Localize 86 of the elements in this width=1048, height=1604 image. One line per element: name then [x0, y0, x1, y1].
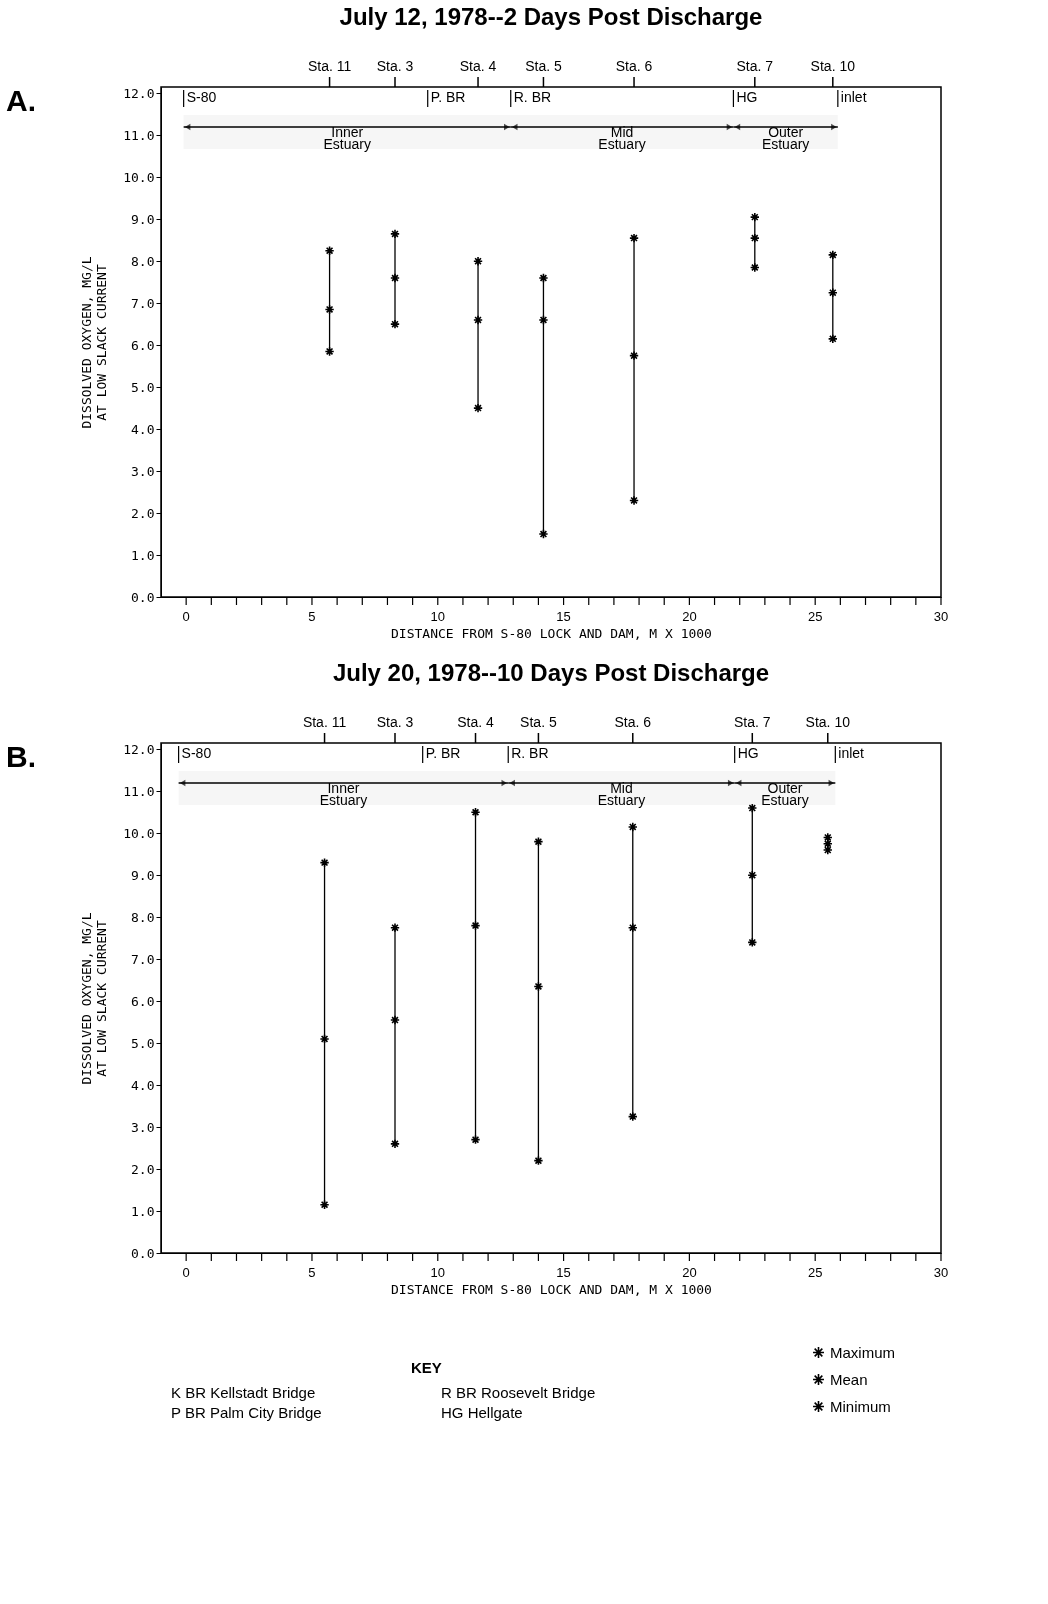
- y-tick-label: 4.0: [131, 421, 155, 437]
- ref-line-label: R. BR: [511, 745, 549, 761]
- y-tick-label: 7.0: [131, 295, 155, 311]
- x-tick-label: 30: [933, 609, 949, 624]
- text: A.: [6, 84, 36, 117]
- text: Sta. 4: [459, 58, 497, 74]
- y-tick-label: 1.0: [131, 1203, 155, 1219]
- text: HG Hellgate: [441, 1404, 523, 1421]
- y-tick-label: 0.0: [131, 1245, 155, 1261]
- x-axis-title: DISTANCE FROM S-80 LOCK AND DAM, M X 1000: [391, 1281, 712, 1297]
- y-tick-label: 8.0: [131, 909, 155, 925]
- chart-title: July 12, 1978--2 Days Post Discharge: [339, 3, 763, 30]
- band-label: Inner Estuary: [319, 780, 368, 808]
- ref-line-label: HG: [736, 89, 758, 105]
- y-tick-label: 9.0: [131, 867, 155, 883]
- x-tick-label: 10: [430, 1265, 446, 1280]
- y-tick-label: 7.0: [131, 951, 155, 967]
- x-tick-label: 5: [308, 1265, 316, 1280]
- x-tick-label: 15: [556, 609, 571, 624]
- text: K BR Kellstadt Bridge: [171, 1384, 316, 1401]
- x-tick-label: 20: [682, 609, 697, 624]
- ref-line-label: HG: [737, 745, 759, 761]
- x-tick-label: 10: [430, 609, 446, 624]
- y-axis-title: DISSOLVED OXYGEN, MG/L AT LOW SLACK CURRENT: [79, 256, 110, 429]
- text: Sta. 7: [733, 714, 771, 730]
- text: P BR Palm City Bridge: [171, 1404, 322, 1421]
- x-tick-label: 25: [807, 609, 823, 624]
- text: B.: [6, 740, 36, 773]
- y-tick-label: 1.0: [131, 547, 155, 563]
- x-tick-label: 25: [807, 1265, 823, 1280]
- y-tick-label: 10.0: [123, 169, 155, 185]
- y-tick-label: 3.0: [131, 463, 155, 479]
- y-tick-label: 6.0: [131, 337, 155, 353]
- text: Maximum: [830, 1343, 896, 1361]
- y-tick-label: 9.0: [131, 211, 155, 227]
- text: Sta. 3: [376, 714, 414, 730]
- band-label: Outer Estuary: [761, 124, 810, 152]
- text: R BR Roosevelt Bridge: [441, 1384, 596, 1401]
- band-label: Mid Estuary: [598, 124, 646, 152]
- ref-line-label: R. BR: [513, 89, 552, 105]
- ref-line-label: P. BR: [430, 89, 466, 105]
- band-label: Mid Estuary: [597, 780, 646, 808]
- y-tick-label: 11.0: [123, 127, 155, 143]
- y-tick-label: 2.0: [131, 505, 155, 521]
- x-tick-label: 15: [556, 1265, 571, 1280]
- y-tick-label: 8.0: [131, 253, 155, 269]
- text: Sta. 5: [520, 714, 557, 730]
- text: KEY: [411, 1359, 442, 1376]
- text: Sta. 6: [615, 58, 653, 74]
- y-tick-label: 10.0: [123, 825, 155, 841]
- band-label: Inner Estuary: [323, 124, 371, 152]
- y-tick-label: 4.0: [131, 1077, 155, 1093]
- x-tick-label: 0: [182, 1265, 190, 1280]
- text: Sta. 7: [736, 58, 774, 74]
- text: Sta. 6: [614, 714, 652, 730]
- text: Sta. 10: [805, 714, 851, 730]
- y-tick-label: 6.0: [131, 993, 155, 1009]
- y-tick-label: 3.0: [131, 1119, 155, 1135]
- y-tick-label: 5.0: [131, 379, 155, 395]
- x-tick-label: 30: [933, 1265, 949, 1280]
- text: Sta. 11: [307, 58, 352, 74]
- x-axis-title: DISTANCE FROM S-80 LOCK AND DAM, M X 1000: [391, 625, 712, 641]
- text: Sta. 10: [810, 58, 856, 74]
- y-tick-label: 12.0: [123, 741, 155, 757]
- text: Sta. 11: [302, 714, 347, 730]
- y-tick-label: 0.0: [131, 589, 155, 605]
- legend-label: Mean: [830, 1370, 868, 1388]
- ref-line-label: S-80: [186, 89, 217, 105]
- y-tick-label: 5.0: [131, 1035, 155, 1051]
- ref-line-label: P. BR: [425, 745, 461, 761]
- legend-label: Minimum: [830, 1397, 891, 1415]
- text: Sta. 4: [457, 714, 495, 730]
- ref-line-label: inlet: [840, 89, 867, 105]
- text: Sta. 5: [525, 58, 562, 74]
- ref-line-label: S-80: [181, 745, 212, 761]
- ref-line-label: inlet: [838, 745, 865, 761]
- chart-title: July 20, 1978--10 Days Post Discharge: [332, 659, 770, 686]
- y-axis-title: DISSOLVED OXYGEN, MG/L AT LOW SLACK CURRENT: [79, 912, 110, 1085]
- y-tick-label: 11.0: [123, 783, 155, 799]
- y-tick-label: 12.0: [123, 85, 155, 101]
- x-tick-label: 5: [308, 609, 316, 624]
- band-label: Outer Estuary: [761, 780, 809, 808]
- x-tick-label: 20: [682, 1265, 697, 1280]
- y-tick-label: 2.0: [131, 1161, 155, 1177]
- x-tick-label: 0: [182, 609, 190, 624]
- text: Sta. 3: [376, 58, 414, 74]
